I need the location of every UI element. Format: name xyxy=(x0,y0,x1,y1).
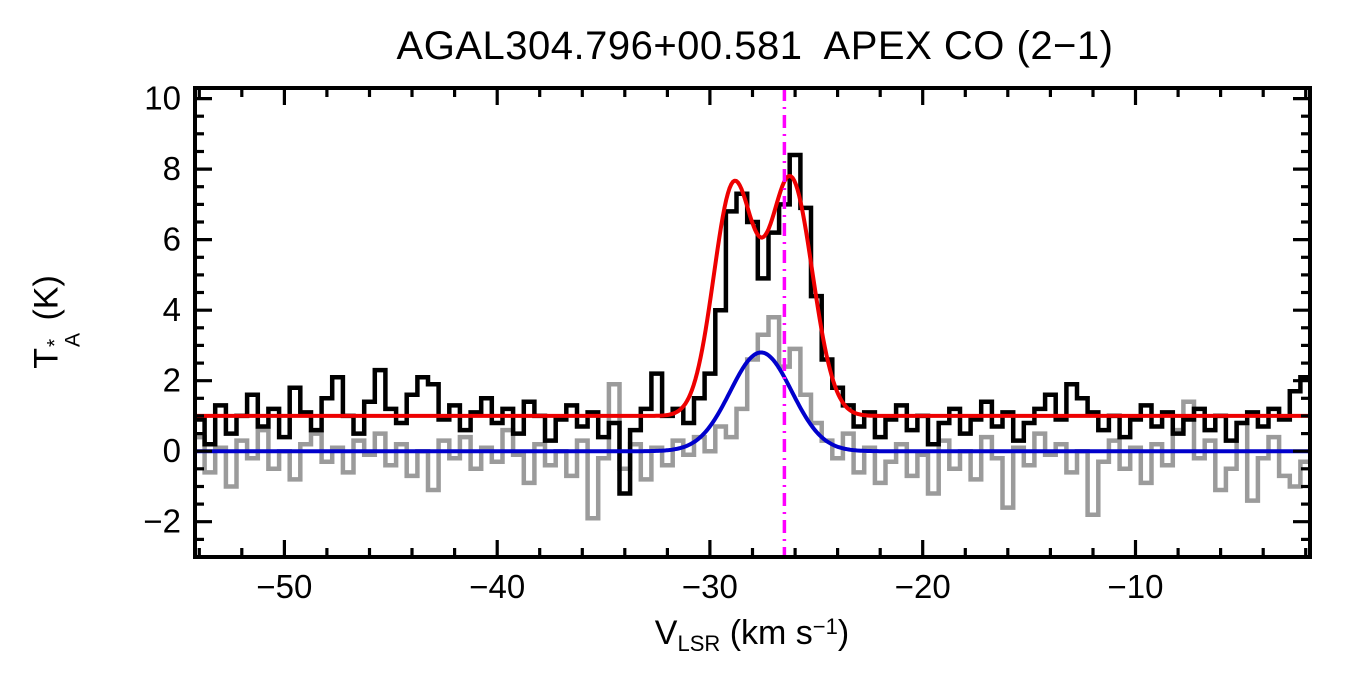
x-axis-label-end: ) xyxy=(837,614,850,652)
x-tick-label: −20 xyxy=(895,568,951,605)
y-tick-label: 6 xyxy=(163,221,181,258)
y-tick-label: 0 xyxy=(163,432,181,469)
x-axis-label-sup: −1 xyxy=(812,614,838,639)
y-axis-label-sub: A xyxy=(61,332,85,348)
plot-title: AGAL304.796+00.581 APEX CO (2−1) xyxy=(396,24,1114,68)
blue-gaussian-fit xyxy=(194,350,1311,454)
y-tick-label: 10 xyxy=(144,80,181,117)
y-tick-label: 2 xyxy=(163,362,181,399)
x-tick-label: −30 xyxy=(682,568,738,605)
x-tick-label: −50 xyxy=(256,568,312,605)
y-tick-label: 4 xyxy=(163,291,181,328)
y-axis-label-base: T xyxy=(27,348,66,369)
plot-border xyxy=(193,86,1312,559)
y-axis-label: T * A (K) xyxy=(27,275,85,369)
x-axis-label: VLSR (km s−1) xyxy=(654,614,850,656)
x-tick-label: −40 xyxy=(469,568,525,605)
y-axis-label-scripts: * A xyxy=(44,332,85,348)
x-axis-label-sub: LSR xyxy=(677,631,721,656)
red-gaussian-fit xyxy=(194,174,1311,418)
y-tick-label: −2 xyxy=(143,503,181,540)
x-tick-label: −10 xyxy=(1108,568,1164,605)
y-tick-label: 8 xyxy=(163,150,181,187)
gray-spectrum-histogram xyxy=(195,314,1310,521)
y-axis-label-unit: (K) xyxy=(27,275,66,330)
x-axis-label-base: V xyxy=(654,614,678,652)
x-axis-label-mid: (km s xyxy=(720,614,813,652)
